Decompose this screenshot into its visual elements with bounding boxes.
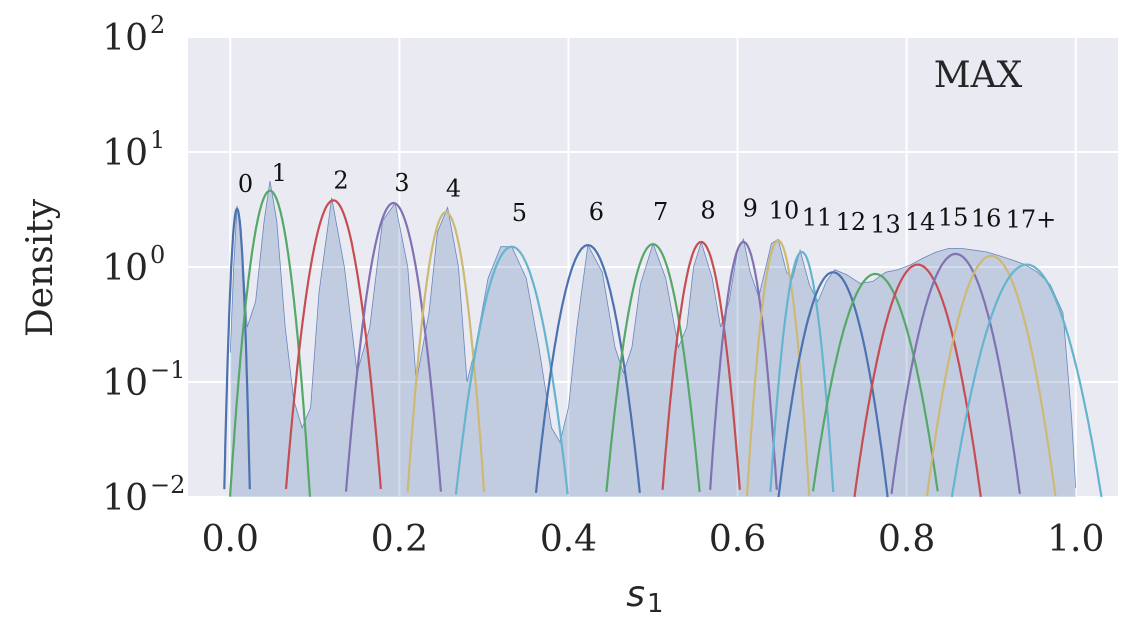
peak-label-0: 0 <box>238 170 253 198</box>
y-tick-exponent-1: −1 <box>150 356 185 384</box>
annotation-max: MAX <box>934 55 1023 96</box>
peak-label-11: 11 <box>802 203 833 231</box>
y-tick-label-4: 10 <box>102 18 148 59</box>
curve-series-4 <box>406 210 486 493</box>
x-tick-label-3: 0.6 <box>709 519 766 560</box>
curve-series-3 <box>344 201 442 492</box>
histogram-fill <box>230 181 1076 497</box>
x-axis-ticks: 0.0 0.2 0.4 0.6 0.8 1.0 <box>202 519 1105 560</box>
peak-label-17+: 17+ <box>1006 206 1057 234</box>
peak-label-1: 1 <box>272 159 287 187</box>
peak-label-12: 12 <box>836 208 867 236</box>
peak-label-5: 5 <box>512 199 527 227</box>
curve-series-16 <box>925 254 1057 496</box>
peak-label-6: 6 <box>589 198 604 226</box>
y-tick-label-3: 10 <box>102 133 148 174</box>
curve-series-10 <box>745 239 811 497</box>
curve-series-1 <box>229 189 312 497</box>
x-axis-title: s <box>626 574 645 615</box>
peak-label-4: 4 <box>446 175 461 203</box>
y-tick-exponent-4: 2 <box>150 11 165 39</box>
curve-series-9 <box>709 240 778 490</box>
y-tick-label-0: 10 <box>102 478 148 519</box>
curve-series-13 <box>811 272 939 492</box>
peak-label-2: 2 <box>333 167 348 195</box>
peak-label-3: 3 <box>394 169 409 197</box>
peak-label-10: 10 <box>769 196 800 224</box>
y-tick-exponent-3: 1 <box>150 126 165 154</box>
curve-series-7 <box>605 243 701 492</box>
curve-series-15 <box>890 252 1021 495</box>
y-tick-exponent-2: 0 <box>150 241 165 269</box>
y-tick-label-1: 10 <box>102 363 148 404</box>
peak-label-7: 7 <box>653 198 668 226</box>
peak-label-8: 8 <box>700 196 715 224</box>
y-tick-label-2: 10 <box>102 248 148 289</box>
histogram-outline <box>229 180 1077 488</box>
x-tick-label-1: 0.2 <box>371 519 428 560</box>
curve-series-0 <box>223 207 251 490</box>
curve-series-2 <box>284 199 382 490</box>
peak-label-14: 14 <box>905 208 936 236</box>
peak-label-16: 16 <box>971 204 1002 232</box>
y-axis-title: Density <box>20 198 61 337</box>
fitted-curves <box>223 189 1103 498</box>
peak-labels: 0 1 2 3 45 6 7 8 9 10 11 12 13 14 15 16 17+ <box>238 159 1056 238</box>
grid-lines <box>188 36 1118 498</box>
curve-series-11 <box>769 250 835 493</box>
peak-label-13: 13 <box>870 210 901 238</box>
x-tick-label-4: 0.8 <box>878 519 935 560</box>
x-axis-title-subscript: 1 <box>647 589 664 619</box>
y-tick-exponent-0: −2 <box>150 471 185 499</box>
peak-label-15: 15 <box>938 203 969 231</box>
curve-series-17+ <box>950 263 1103 498</box>
peak-label-9: 9 <box>743 194 758 222</box>
x-tick-label-2: 0.4 <box>540 519 597 560</box>
histogram-area <box>229 180 1077 497</box>
curve-series-12 <box>777 271 889 498</box>
curve-series-8 <box>661 240 741 490</box>
x-tick-label-0: 0.0 <box>202 519 259 560</box>
curve-series-5 <box>454 245 569 495</box>
x-tick-label-5: 1.0 <box>1047 519 1104 560</box>
curve-series-14 <box>853 263 982 498</box>
